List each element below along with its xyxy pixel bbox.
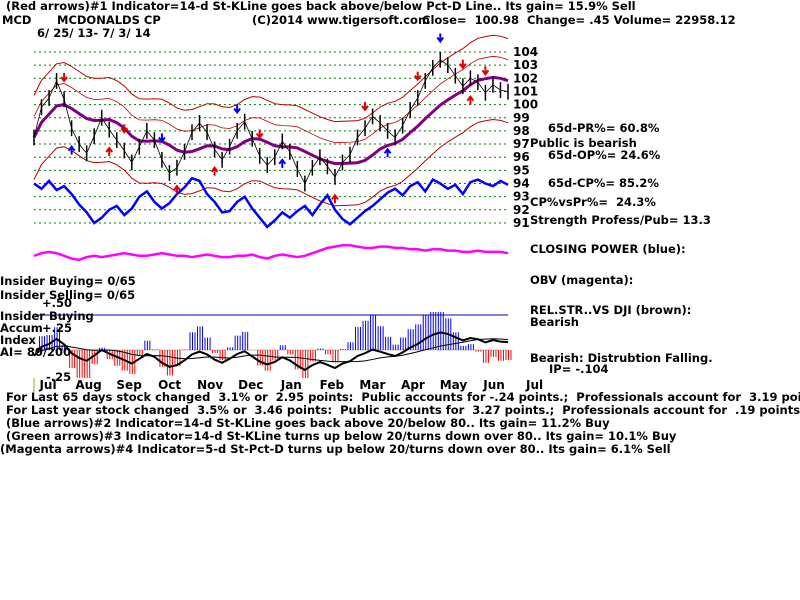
- footer-blue-arrows: (Blue arrows)#2 Indicator=14-d St-KLine …: [6, 416, 610, 430]
- company-name: MCDONALDS CP: [57, 13, 161, 27]
- buy-arrow: [331, 193, 339, 204]
- x-tick-label: Mar: [359, 378, 385, 392]
- quote-line: Close= 100.98 Change= .45 Volume= 22958.…: [422, 13, 736, 27]
- sell-arrow: [481, 66, 490, 77]
- y-tick-label: 100: [513, 98, 538, 112]
- footer-last-year: For Last year stock changed 3.5% or 3.46…: [6, 403, 800, 417]
- pr-percent: 65d-PR%= 60.8%: [548, 121, 660, 135]
- copyright: (C)2014 www.tigersoft.com: [252, 13, 430, 27]
- scale-plus-50: +.50: [42, 296, 73, 310]
- price-line: [33, 59, 509, 185]
- sell-arrow: [436, 33, 445, 44]
- closing-power-line: [33, 176, 509, 229]
- relstr-state: Bearish: [530, 315, 579, 329]
- y-tick-label: 99: [513, 111, 530, 125]
- x-tick-label: Jan: [280, 378, 302, 392]
- buy-arrow: [105, 146, 114, 156]
- y-tick-label: 96: [513, 150, 530, 164]
- buy-arrow: [210, 166, 219, 176]
- obv-line: [33, 244, 509, 262]
- y-tick-label: 104: [513, 45, 538, 59]
- scale-plus-25: +.25: [42, 321, 73, 335]
- x-tick-label: Dec: [238, 378, 263, 392]
- x-tick-label: Oct: [158, 378, 181, 392]
- sell-arrow: [120, 124, 129, 134]
- x-tick-label: May: [440, 378, 468, 392]
- insider-buying-label: Insider Buying: [0, 309, 94, 323]
- buy-arrow: [173, 184, 181, 195]
- x-tick-label: Apr: [401, 378, 425, 392]
- sell-arrow: [413, 71, 422, 82]
- x-tick-label: Aug: [75, 378, 101, 392]
- y-tick-label: 94: [513, 177, 530, 191]
- bearish-note: Bearish: Distrubtion Falling.: [530, 351, 713, 365]
- y-tick-label: 91: [513, 216, 530, 230]
- y-tick-label: 103: [513, 58, 538, 72]
- x-tick-label: Jun: [482, 378, 505, 392]
- x-tick-label: Jul: [525, 378, 543, 392]
- public-status: Public is bearish: [530, 136, 637, 150]
- inner-upper-band: [33, 55, 509, 144]
- lower-band-line: [33, 118, 509, 207]
- cp-vs-pr: CP%vsPr%= 24.3%: [530, 195, 656, 209]
- index-label: Index: [0, 333, 36, 347]
- y-tick-label: 92: [513, 203, 530, 217]
- sell-arrow: [255, 129, 264, 140]
- sell-arrow: [60, 72, 68, 83]
- header-red-arrows: (Red arrows)#1 Indicator=14-d St-KLine g…: [6, 0, 636, 13]
- ip-value: IP= -.104: [549, 362, 609, 376]
- sell-arrow: [459, 59, 467, 70]
- x-tick-label: Jul: [38, 378, 56, 392]
- footer-magenta-arrows: (Magenta arrows)#4 Indicator=5-d St-Pct-…: [0, 442, 671, 456]
- closing-power-label: CLOSING POWER (blue):: [530, 242, 686, 256]
- y-tick-label: 97: [513, 137, 530, 151]
- ai-value: AI= 80/200: [0, 345, 72, 359]
- sell-arrow: [233, 104, 241, 115]
- buy-arrow: [466, 95, 475, 105]
- symbol: MCD: [2, 13, 32, 27]
- moving-average-line: [32, 75, 509, 166]
- y-tick-label: 98: [513, 124, 530, 138]
- sell-arrow: [158, 133, 166, 144]
- upper-band-line: [33, 34, 509, 123]
- x-tick-label: Nov: [197, 378, 223, 392]
- date-range: 6/ 25/ 13- 7/ 3/ 14: [37, 26, 151, 40]
- relstr-ma-line: [33, 338, 509, 363]
- buy-arrow: [278, 158, 287, 168]
- op-percent: 65d-OP%= 24.6%: [548, 148, 661, 162]
- insider-selling-count: Insider Selling= 0/65: [0, 288, 136, 302]
- obv-label: OBV (magenta):: [530, 273, 634, 287]
- strength-ratio: Strength Profess/Pub= 13.3: [530, 213, 711, 227]
- y-tick-label: 95: [513, 163, 530, 177]
- y-tick-label: 93: [513, 190, 530, 204]
- cp-percent: 65d-CP%= 85.2%: [548, 176, 659, 190]
- x-tick-label: Sep: [116, 378, 142, 392]
- sell-arrow: [361, 101, 369, 112]
- x-tick-label: Feb: [320, 378, 345, 392]
- buy-arrow: [383, 147, 392, 158]
- y-tick-label: 102: [513, 71, 538, 85]
- relstr-label: REL.STR..VS DJI (brown):: [530, 303, 692, 317]
- scale-minus-25: -.25: [46, 370, 72, 384]
- insider-buying-count: Insider Buying= 0/65: [0, 274, 136, 288]
- footer-green-arrows: (Green arrows)#3 Indicator=14-d St-KLine…: [6, 429, 677, 443]
- footer-65-days: For Last 65 days stock changed 3.1% or 2…: [6, 390, 800, 404]
- relstr-line: [33, 331, 509, 372]
- y-tick-label: 101: [513, 84, 538, 98]
- accum-label: Accum: [0, 321, 43, 335]
- buy-arrow: [67, 145, 76, 155]
